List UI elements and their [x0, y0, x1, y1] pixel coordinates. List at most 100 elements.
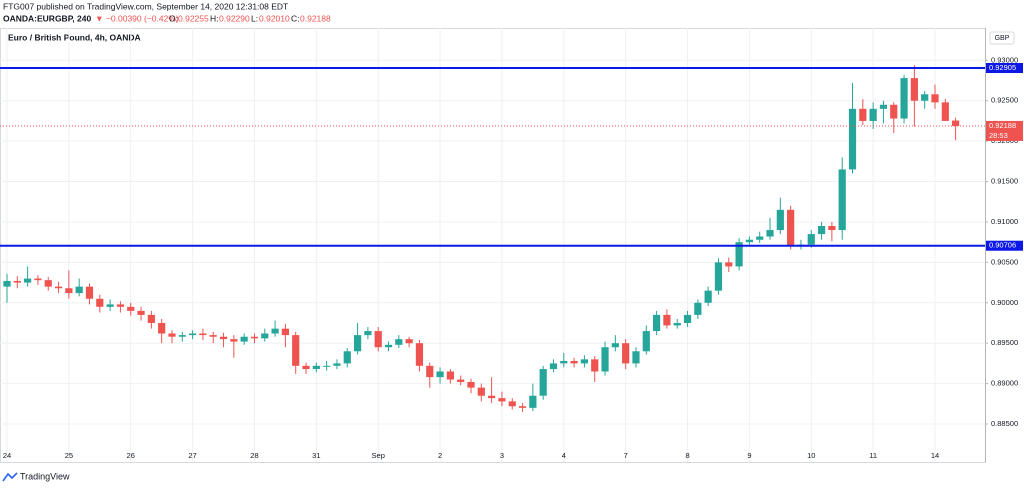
candle-body — [539, 369, 547, 396]
candle — [735, 238, 743, 271]
candle-body — [611, 343, 619, 348]
candle-body — [879, 104, 888, 109]
candle — [384, 341, 393, 352]
last-price-box — [986, 120, 1023, 141]
currency: GBP — [995, 35, 1010, 42]
candle-body — [137, 310, 145, 315]
candle — [766, 217, 774, 240]
candle — [96, 294, 104, 313]
x-tick-label: 14 — [931, 451, 939, 460]
candle-body — [518, 406, 527, 408]
candle-body — [209, 335, 217, 337]
candle — [488, 377, 496, 404]
candle-body — [323, 365, 331, 367]
candle — [921, 91, 929, 109]
candle — [219, 332, 228, 348]
open-label: O: — [169, 13, 178, 23]
candle-body — [931, 94, 939, 103]
candle — [75, 278, 83, 297]
candle-body — [116, 304, 125, 307]
candle-body — [673, 322, 681, 326]
candle — [797, 239, 805, 250]
candle — [683, 310, 692, 328]
candle-body — [601, 347, 609, 372]
candle-body — [952, 120, 960, 126]
x-tick-label: 3 — [500, 451, 504, 460]
candle-body — [828, 226, 836, 231]
candle-body — [178, 335, 186, 337]
x-tick-label: 2 — [438, 451, 442, 460]
candle — [632, 347, 640, 368]
candle-body — [405, 339, 413, 344]
candle — [756, 231, 764, 243]
candle-body — [65, 288, 73, 294]
candle — [446, 369, 454, 384]
candle-body — [714, 262, 723, 291]
candle-body — [384, 344, 393, 348]
candle-body — [312, 365, 320, 370]
candle — [395, 335, 403, 349]
candle-body — [240, 336, 248, 342]
candle — [673, 318, 681, 329]
candle-body — [653, 314, 661, 332]
candle — [570, 357, 578, 368]
candle-body — [147, 314, 155, 323]
y-tick-label: 0.92500 — [991, 96, 1018, 105]
candle — [199, 328, 207, 340]
candle — [271, 320, 279, 337]
candle — [694, 299, 702, 319]
x-tick-label: 9 — [747, 451, 751, 460]
candle — [952, 117, 960, 141]
candle — [848, 82, 857, 174]
candle-body — [560, 360, 568, 364]
candle — [725, 257, 733, 273]
candle-body — [921, 94, 929, 101]
candle — [859, 99, 867, 125]
candle-body — [745, 239, 753, 243]
candle-body — [776, 209, 784, 231]
candle-body — [426, 365, 434, 378]
candle — [787, 205, 795, 250]
candle — [817, 221, 826, 240]
candle-body — [281, 328, 289, 336]
symbol: OANDA:EURGBP, 240 — [3, 13, 91, 23]
candle — [147, 310, 155, 329]
candle-body — [817, 226, 826, 235]
candle-body — [96, 298, 104, 307]
y-tick-label: 0.88500 — [991, 419, 1018, 428]
candle-body — [549, 363, 558, 370]
candle — [85, 283, 94, 305]
candle — [65, 270, 73, 299]
candle — [776, 197, 784, 235]
candle-body — [787, 209, 795, 247]
candle — [116, 301, 125, 313]
candle — [653, 310, 661, 336]
candle — [240, 333, 248, 345]
candle-body — [457, 379, 465, 382]
candle-body — [219, 336, 228, 340]
candle — [591, 356, 599, 382]
candle — [879, 100, 888, 124]
countdown: 28:53 — [989, 131, 1008, 140]
candle — [910, 65, 918, 127]
candle-body — [467, 381, 475, 388]
candle-body — [374, 331, 382, 348]
candle-body — [694, 302, 702, 315]
chart-title: Euro / British Pound, 4h, OANDA — [8, 32, 141, 42]
x-tick-label: 24 — [3, 451, 11, 460]
candle-body — [44, 280, 52, 287]
candle — [54, 281, 63, 294]
candle — [189, 330, 197, 340]
x-tick-label: 27 — [188, 451, 196, 460]
candle — [869, 102, 877, 130]
candle-body — [353, 335, 362, 352]
candle-body — [34, 278, 42, 281]
candle — [580, 355, 589, 368]
x-tick-label: 7 — [624, 451, 628, 460]
candle-body — [508, 401, 516, 407]
footer-logo: TradingView — [2, 471, 70, 482]
level-price-box — [986, 240, 1023, 251]
candle-body — [477, 387, 485, 396]
level-price-box — [986, 63, 1023, 74]
